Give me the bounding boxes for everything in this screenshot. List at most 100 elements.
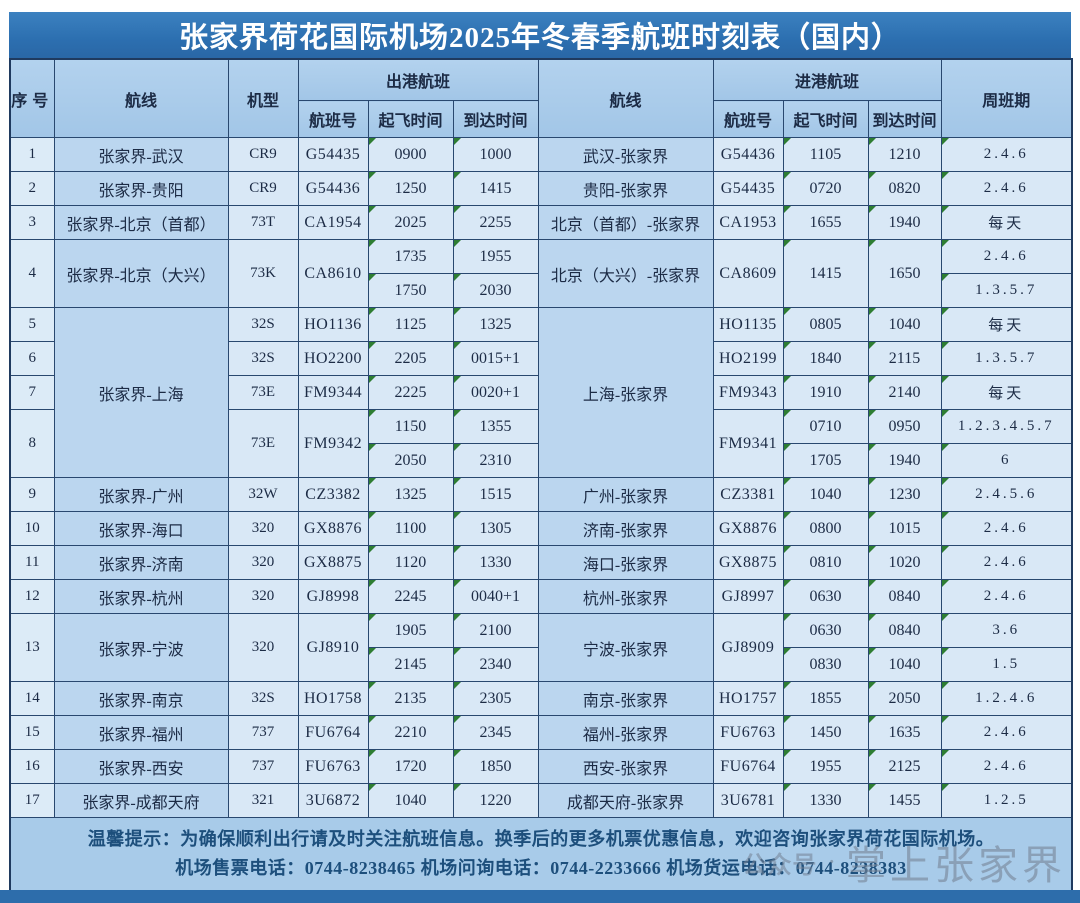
cell-flight: 3U6781 — [712, 783, 784, 818]
excel-flag-icon — [454, 410, 461, 417]
cell-text: FU6763 — [720, 723, 776, 741]
cell-time: 1220 — [452, 783, 539, 818]
cell-time: 1750 — [367, 273, 454, 308]
cell-seq: 8 — [9, 409, 55, 478]
cell-time: 1150 — [367, 409, 454, 444]
cell-flight: GX8876 — [297, 511, 369, 546]
excel-flag-icon — [454, 342, 461, 349]
cell-time: 2030 — [452, 273, 539, 308]
table-row: 2050 2310 1705 1940 6 — [10, 443, 1073, 478]
cell-weekly: 1.2.3.4.5.7 — [940, 409, 1073, 444]
cell-flight: HO1136 — [297, 307, 369, 342]
cell-time: 2140 — [867, 375, 942, 410]
table-row: 5 张家界-上海 32S HO1136 1125 1325 上海-张家界 HO1135 0805… — [9, 307, 1073, 478]
cell-text: 1910 — [809, 383, 842, 401]
cell-text: 2115 — [888, 349, 921, 367]
cell-text: 北京（大兴）-张家界 — [550, 267, 701, 285]
cell-text: 1040 — [809, 485, 842, 503]
cell-text: GJ8909 — [721, 638, 775, 656]
cell-flight: FU6764 — [297, 715, 369, 750]
table-row: 1 张家界-武汉 CR9 G54435 0900 1000 武汉-张家界 G54436 1105… — [9, 137, 1073, 172]
cell-text: 1020 — [888, 553, 921, 571]
cell-flight: CA1953 — [712, 205, 784, 240]
cell-flight: G54436 — [712, 137, 784, 172]
cell-time: 0710 — [782, 409, 869, 444]
cell-text: 737 — [251, 724, 275, 740]
cell-text: 1.2.5 — [983, 792, 1029, 808]
excel-flag-icon — [369, 206, 376, 213]
cell-text: 1325 — [479, 315, 512, 333]
cell-text: HO1136 — [304, 315, 362, 333]
cell-weekly: 2.4.6 — [940, 545, 1073, 580]
cell-text: 1.3.5.7 — [975, 282, 1038, 298]
excel-flag-icon — [942, 308, 949, 315]
cell-flight: G54435 — [297, 137, 369, 172]
cell-time: 2145 — [367, 647, 454, 682]
table-row: 4 张家界-北京（大兴） 73K CA8610 1735 1955 北京（大兴）-张家界 CA… — [9, 239, 1073, 308]
cell-route: 北京（大兴）-张家界 — [537, 239, 714, 308]
excel-flag-icon — [369, 274, 376, 281]
cell-text: 每天 — [988, 216, 1025, 232]
cell-flight: FU6763 — [297, 749, 369, 784]
cell-route: 西安-张家界 — [537, 749, 714, 784]
cell-model: 32S — [227, 681, 299, 716]
cell-text: 321 — [251, 792, 275, 808]
cell-text: 2 — [28, 180, 37, 196]
cell-time: 2100 — [452, 613, 539, 648]
cell-text: 1040 — [888, 315, 921, 333]
cell-text: 2205 — [394, 349, 427, 367]
cell-time: 1330 — [782, 783, 869, 818]
cell-seq: 16 — [9, 749, 55, 784]
cell-text: GX8875 — [718, 553, 778, 571]
cell-text: 4 — [28, 265, 37, 281]
excel-flag-icon — [369, 580, 376, 587]
cell-text: 17 — [24, 792, 40, 808]
cell-time: 1905 — [367, 613, 454, 648]
cell-text: 73E — [250, 384, 276, 400]
cell-weekly: 2.4.6 — [940, 171, 1073, 206]
cell-weekly: 2.4.6 — [940, 579, 1073, 614]
cell-text: 0720 — [809, 179, 842, 197]
cell-time: 1720 — [367, 749, 454, 784]
excel-flag-icon — [784, 376, 791, 383]
cell-flight: GJ8998 — [297, 579, 369, 614]
cell-text: 0630 — [809, 587, 842, 605]
cell-text: 1840 — [809, 349, 842, 367]
excel-flag-icon — [942, 750, 949, 757]
cell-text: 1210 — [888, 145, 921, 163]
footer-tip-line: 温馨提示：为确保顺利出行请及时关注航班信息。换季后的更多机票优惠信息，欢迎咨询张… — [87, 829, 995, 849]
cell-time: 1855 — [782, 681, 869, 716]
cell-text: 1650 — [888, 264, 921, 282]
cell-model: 320 — [227, 579, 299, 614]
cell-text: 0710 — [809, 417, 842, 435]
excel-flag-icon — [869, 546, 876, 553]
cell-model: 32S — [227, 341, 299, 376]
cell-route: 海口-张家界 — [537, 545, 714, 580]
cell-text: GJ8998 — [306, 587, 360, 605]
cell-route: 张家界-北京（大兴） — [53, 239, 229, 308]
cell-text: 1750 — [394, 281, 427, 299]
cell-text: 2145 — [394, 655, 427, 673]
cell-time: 1415 — [782, 239, 869, 308]
cell-seq: 9 — [9, 477, 55, 512]
cell-time: 0040+1 — [452, 579, 539, 614]
cell-time: 1125 — [367, 307, 454, 342]
cell-text: CR9 — [249, 146, 277, 162]
cell-text: 每天 — [988, 318, 1025, 334]
excel-flag-icon — [869, 172, 876, 179]
excel-flag-icon — [369, 240, 376, 247]
cell-flight: FM9341 — [712, 409, 784, 478]
excel-flag-icon — [869, 376, 876, 383]
header-row-groups: 序号 航线 机型 出港航班 航线 进港航班 周班期 — [9, 58, 1073, 138]
excel-flag-icon — [869, 138, 876, 145]
cell-text: 1.2.4.6 — [975, 690, 1038, 706]
cell-time: 1650 — [867, 239, 942, 308]
excel-flag-icon — [369, 478, 376, 485]
cell-time: 1635 — [867, 715, 942, 750]
cell-route: 成都天府-张家界 — [537, 783, 714, 818]
cell-text: 5 — [28, 316, 37, 332]
excel-flag-icon — [369, 648, 376, 655]
excel-flag-icon — [369, 172, 376, 179]
cell-text: 1850 — [479, 757, 512, 775]
cell-time: 2135 — [367, 681, 454, 716]
